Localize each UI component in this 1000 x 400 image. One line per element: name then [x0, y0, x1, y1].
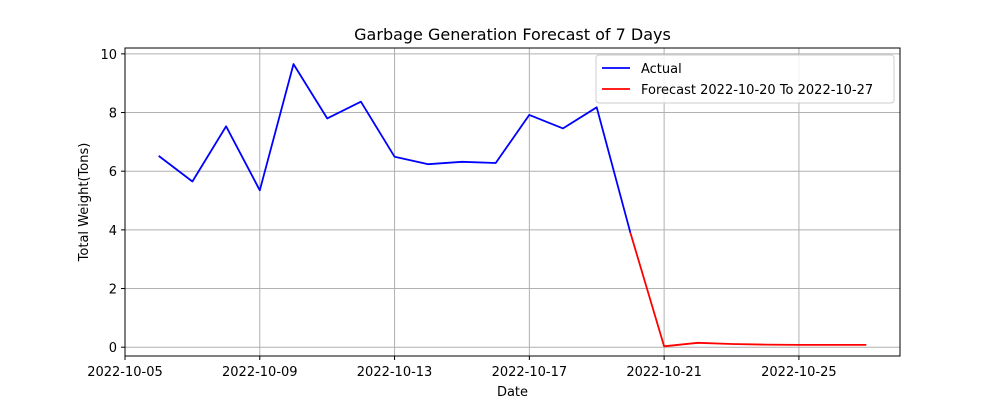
x-axis-title: Date: [497, 385, 528, 400]
y-tick-label: 6: [109, 165, 117, 180]
legend: Actual Forecast 2022-10-20 To 2022-10-27: [595, 54, 895, 104]
y-tick-label: 2: [109, 283, 117, 298]
y-tick-label: 0: [109, 341, 117, 356]
series-line-actual: [158, 63, 632, 234]
x-tick-label: 2022-10-17: [492, 365, 568, 380]
y-axis-title: Total Weight(Tons): [77, 143, 92, 263]
legend-box: [595, 54, 895, 104]
chart-title: Garbage Generation Forecast of 7 Days: [354, 25, 671, 44]
y-tick-label: 4: [109, 224, 117, 239]
plot-frame: [124, 47, 901, 357]
axes: 2022-10-05 2022-10-09 2022-10-13 2022-10-17…: [87, 48, 836, 380]
series-line-forecast: [629, 232, 867, 348]
y-tick-label: 8: [109, 107, 117, 122]
x-tick-label: 2022-10-21: [626, 365, 702, 380]
x-tick-label: 2022-10-25: [761, 365, 837, 380]
legend-label: Actual: [641, 62, 682, 77]
y-tick-label: 10: [100, 48, 117, 63]
legend-label: Forecast 2022-10-20 To 2022-10-27: [641, 83, 873, 98]
x-tick-label: 2022-10-09: [222, 365, 298, 380]
series-layer: [158, 63, 867, 348]
x-tick-label: 2022-10-13: [357, 365, 433, 380]
x-tick-label: 2022-10-05: [87, 365, 163, 380]
